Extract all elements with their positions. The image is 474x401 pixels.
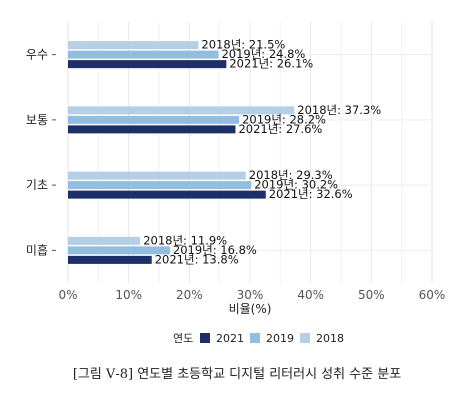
chart-background (0, 0, 474, 360)
data-label: 2018년: 21.5% (201, 38, 285, 52)
category-label: 미흡 (26, 243, 48, 257)
category-label: 우수 (26, 48, 48, 62)
legend: 연도 2021 2019 2018 (173, 332, 344, 345)
data-label: 2019년: 24.8% (221, 47, 305, 61)
data-label: 2019년: 28.2% (242, 112, 326, 126)
data-labels: 2018년: 21.5%2019년: 24.8%2021년: 26.1% 2018… (143, 38, 381, 267)
bar-2021 (68, 255, 152, 264)
x-tick-label: 60% (419, 288, 446, 302)
legend-swatch-2021 (200, 333, 210, 343)
data-label: 2021년: 13.8% (155, 252, 239, 266)
data-label: 2018년: 37.3% (297, 103, 381, 117)
x-tick-label: 30% (237, 288, 264, 302)
bar-2021 (68, 125, 236, 134)
data-label: 2018년: 11.9% (143, 233, 227, 247)
category-label: 보통 (26, 113, 48, 127)
bar-2018 (68, 106, 295, 115)
x-tick-label: 50% (358, 288, 385, 302)
data-label: 2019년: 16.8% (173, 243, 257, 257)
bar-2019 (68, 181, 252, 190)
bar-2021 (68, 190, 266, 199)
data-label: 2019년: 30.2% (254, 178, 338, 192)
figure-caption: [그림 Ⅴ-8] 연도별 초등학교 디지털 리터러시 성취 수준 분포 (72, 367, 402, 382)
bar-2018 (68, 171, 246, 180)
x-tick-label: 20% (176, 288, 203, 302)
legend-label: 2018 (316, 332, 344, 345)
data-label: 2018년: 29.3% (249, 168, 333, 182)
x-axis-title: 비율(%) (229, 302, 272, 316)
bar-2019 (68, 50, 219, 59)
legend-swatch-2019 (250, 333, 260, 343)
legend-label: 2019 (266, 332, 294, 345)
bar-2019 (68, 246, 170, 255)
data-label: 2021년: 32.6% (269, 187, 353, 201)
legend-swatch-2018 (300, 333, 310, 343)
legend-label: 2021 (216, 332, 244, 345)
bar-2019 (68, 115, 240, 124)
data-label: 2021년: 27.6% (238, 122, 322, 136)
x-tick-label: 40% (297, 288, 324, 302)
category-label: 기초 (26, 178, 48, 192)
bars (68, 41, 295, 264)
x-tick-label: 0% (58, 288, 77, 302)
bar-2018 (68, 41, 199, 50)
bar-2018 (68, 236, 141, 245)
bar-2021 (68, 60, 227, 69)
x-tick-label: 10% (115, 288, 142, 302)
chart: 2018년: 21.5%2019년: 24.8%2021년: 26.1% 2018… (0, 0, 474, 360)
data-label: 2021년: 26.1% (229, 57, 313, 71)
legend-title: 연도 (173, 332, 193, 345)
